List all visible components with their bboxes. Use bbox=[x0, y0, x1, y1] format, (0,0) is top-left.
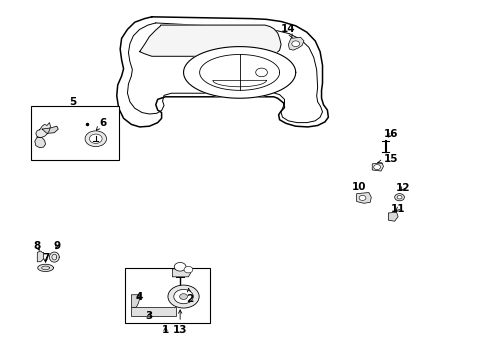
Polygon shape bbox=[356, 193, 370, 203]
Text: 9: 9 bbox=[53, 241, 60, 251]
Text: 3: 3 bbox=[145, 311, 153, 320]
Polygon shape bbox=[288, 37, 304, 50]
Circle shape bbox=[167, 285, 199, 308]
Text: 12: 12 bbox=[395, 183, 409, 193]
Circle shape bbox=[183, 266, 192, 273]
Polygon shape bbox=[131, 307, 176, 316]
Text: 15: 15 bbox=[377, 154, 397, 164]
Circle shape bbox=[174, 262, 185, 271]
Text: 7: 7 bbox=[42, 253, 49, 263]
Polygon shape bbox=[131, 295, 140, 307]
Polygon shape bbox=[35, 137, 45, 148]
Text: 16: 16 bbox=[383, 129, 397, 139]
Polygon shape bbox=[117, 17, 328, 127]
Text: 5: 5 bbox=[69, 97, 76, 107]
Circle shape bbox=[85, 131, 106, 147]
Circle shape bbox=[394, 194, 404, 201]
Circle shape bbox=[396, 195, 401, 199]
Polygon shape bbox=[42, 126, 58, 134]
Text: 6: 6 bbox=[96, 118, 106, 130]
Text: 13: 13 bbox=[173, 310, 187, 335]
Polygon shape bbox=[183, 46, 295, 98]
Bar bbox=[125, 268, 210, 323]
Polygon shape bbox=[49, 252, 59, 262]
Polygon shape bbox=[37, 251, 43, 262]
Polygon shape bbox=[140, 25, 281, 56]
Text: 10: 10 bbox=[351, 182, 366, 192]
Text: 8: 8 bbox=[34, 241, 41, 251]
Circle shape bbox=[358, 195, 365, 201]
Text: 2: 2 bbox=[186, 288, 193, 304]
Bar bbox=[31, 107, 119, 160]
Circle shape bbox=[373, 165, 380, 170]
Circle shape bbox=[173, 289, 193, 304]
Circle shape bbox=[179, 294, 187, 300]
Circle shape bbox=[89, 134, 102, 143]
Text: 14: 14 bbox=[281, 24, 295, 37]
Polygon shape bbox=[36, 123, 50, 138]
Circle shape bbox=[291, 41, 299, 46]
Text: 1: 1 bbox=[162, 325, 169, 335]
Text: 11: 11 bbox=[390, 204, 405, 214]
Polygon shape bbox=[38, 264, 53, 271]
Polygon shape bbox=[172, 269, 190, 277]
Polygon shape bbox=[371, 163, 383, 171]
Text: 4: 4 bbox=[136, 292, 143, 302]
Circle shape bbox=[255, 68, 267, 77]
Polygon shape bbox=[387, 212, 397, 221]
